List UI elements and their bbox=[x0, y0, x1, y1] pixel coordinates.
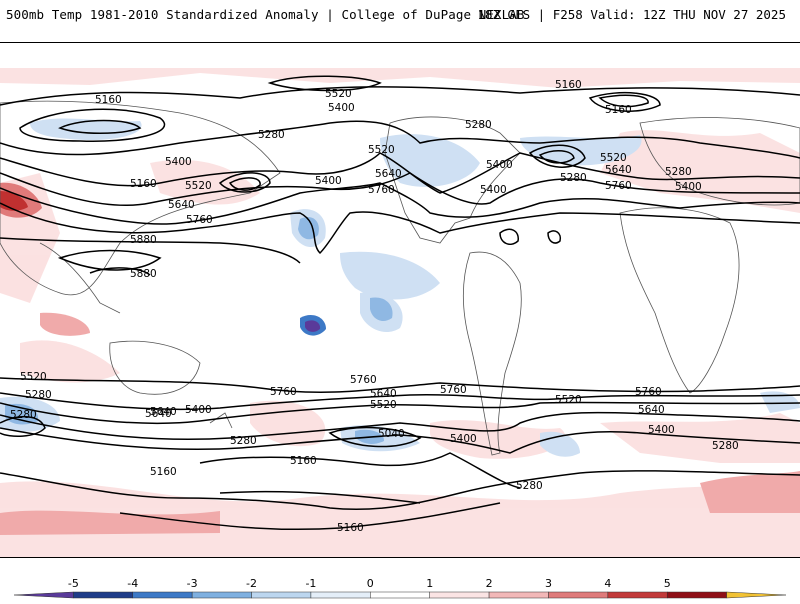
contour-label: 5640 bbox=[605, 164, 632, 176]
contour-label: 5280 bbox=[230, 435, 257, 447]
colorbar-segment bbox=[73, 591, 134, 599]
contour-label: 5520 bbox=[185, 180, 212, 192]
colorbar-tick-label: -3 bbox=[187, 577, 198, 590]
contour-label: 5760 bbox=[270, 386, 297, 398]
colorbar-segments bbox=[13, 591, 787, 599]
colorbar-segment bbox=[251, 591, 312, 599]
contour-label: 5640 bbox=[375, 168, 402, 180]
contour-label: 5400 bbox=[165, 156, 192, 168]
contour-label: 5400 bbox=[648, 424, 675, 436]
continent-outlines bbox=[0, 100, 800, 456]
run-info: 18Z GFS | F258 Valid: 12Z THU NOV 27 202… bbox=[477, 7, 786, 22]
contour-label: 5760 bbox=[368, 184, 395, 196]
contour-label: 5160 bbox=[337, 522, 364, 534]
map-title: 500mb Temp 1981-2010 Standardized Anomal… bbox=[6, 7, 525, 22]
colorbar-segment bbox=[488, 591, 549, 599]
colorbar-tick-label: -5 bbox=[68, 577, 79, 590]
contour-label: 5400 bbox=[185, 404, 212, 416]
contour-label: 5400 bbox=[486, 159, 513, 171]
colorbar-tick-label: 1 bbox=[426, 577, 433, 590]
contour-label: 5400 bbox=[480, 184, 507, 196]
contour-label: 5640 bbox=[370, 388, 397, 400]
contour-label: 5880 bbox=[130, 268, 157, 280]
header: 500mb Temp 1981-2010 Standardized Anomal… bbox=[0, 0, 800, 30]
colorbar-segment bbox=[310, 591, 371, 599]
anomaly-map: 5160 5520 5400 5280 5160 5280 5400 5520 … bbox=[0, 43, 800, 557]
colorbar-tick-label: -2 bbox=[246, 577, 257, 590]
contour-label: 5280 bbox=[516, 480, 543, 492]
contour-label: 5160 bbox=[95, 94, 122, 106]
contour-label: 5640 bbox=[168, 199, 195, 211]
contour-label: 5400 bbox=[328, 102, 355, 114]
contour-label: 5520 bbox=[600, 152, 627, 164]
strong-warm-anomaly bbox=[0, 312, 800, 535]
contour-label: 5520 bbox=[325, 88, 352, 100]
colorbar-segment bbox=[132, 591, 193, 599]
colorbar-tick-label: -4 bbox=[127, 577, 138, 590]
colorbar-segment bbox=[607, 591, 668, 599]
strong-cold-anomaly bbox=[300, 315, 326, 336]
colorbar-segment bbox=[666, 591, 727, 599]
contour-label: 5520 bbox=[20, 371, 47, 383]
contour-label: 5040 bbox=[378, 428, 405, 440]
contour-label: 5640 bbox=[150, 406, 177, 418]
contour-label: 5520 bbox=[368, 144, 395, 156]
colorbar-tick-label: 5 bbox=[664, 577, 671, 590]
contour-label: 5520 bbox=[370, 399, 397, 411]
map-panel: 5160 5520 5400 5280 5160 5280 5400 5520 … bbox=[0, 42, 800, 558]
colorbar-segment bbox=[370, 591, 430, 599]
contour-label: 5760 bbox=[605, 180, 632, 192]
contour-label: 5400 bbox=[315, 175, 342, 187]
south-america-outline bbox=[462, 251, 522, 456]
contour-label: 5280 bbox=[25, 389, 52, 401]
contour-label: 5160 bbox=[555, 79, 582, 91]
contour-label: 5640 bbox=[145, 408, 172, 420]
colorbar-tick-label: 4 bbox=[604, 577, 611, 590]
contour-label: 5280 bbox=[665, 166, 692, 178]
contour-label: 5280 bbox=[560, 172, 587, 184]
height-contours bbox=[0, 75, 800, 531]
contour-label: 5280 bbox=[10, 409, 37, 421]
colorbar-segment bbox=[429, 591, 490, 599]
contour-label: 5400 bbox=[675, 181, 702, 193]
contour-label: 5160 bbox=[290, 455, 317, 467]
asia-outline bbox=[0, 100, 281, 296]
contour-label: 5160 bbox=[605, 104, 632, 116]
africa-outline bbox=[619, 207, 740, 394]
contour-label: 5280 bbox=[465, 119, 492, 131]
contour-label: 5760 bbox=[350, 374, 377, 386]
contour-label: 5160 bbox=[150, 466, 177, 478]
contour-label: 5760 bbox=[186, 214, 213, 226]
north-america-outline bbox=[384, 116, 521, 244]
colorbar-segment bbox=[13, 591, 74, 599]
colorbar-legend: -5 -4 -3 -2 -1 0 1 2 3 4 5 bbox=[0, 572, 800, 600]
colorbar-segment bbox=[191, 591, 252, 599]
contour-label: 5760 bbox=[440, 384, 467, 396]
contour-label: 5160 bbox=[130, 178, 157, 190]
contour-label: 5520 bbox=[555, 394, 582, 406]
contour-label: 5640 bbox=[638, 404, 665, 416]
colorbar-ticks: -5 -4 -3 -2 -1 0 1 2 3 4 5 bbox=[68, 577, 671, 590]
colorbar-tick-label: -1 bbox=[305, 577, 316, 590]
contour-label-layer: 5160 5520 5400 5280 5160 5280 5400 5520 … bbox=[10, 79, 739, 534]
contour-label: 5280 bbox=[712, 440, 739, 452]
southeast-asia-outline bbox=[39, 242, 121, 314]
contour-label: 5280 bbox=[258, 129, 285, 141]
colorbar-tick-label: 3 bbox=[545, 577, 552, 590]
colorbar-tick-label: 0 bbox=[367, 577, 374, 590]
colorbar-segment bbox=[548, 591, 609, 599]
colorbar-segment bbox=[726, 591, 787, 599]
contour-label: 5880 bbox=[130, 234, 157, 246]
australia-outline bbox=[109, 340, 201, 395]
contour-label: 5760 bbox=[635, 386, 662, 398]
colorbar: -5 -4 -3 -2 -1 0 1 2 3 4 5 bbox=[13, 577, 787, 599]
colorbar-tick-label: 2 bbox=[486, 577, 493, 590]
contour-label: 5400 bbox=[450, 433, 477, 445]
europe-outline bbox=[639, 117, 800, 206]
